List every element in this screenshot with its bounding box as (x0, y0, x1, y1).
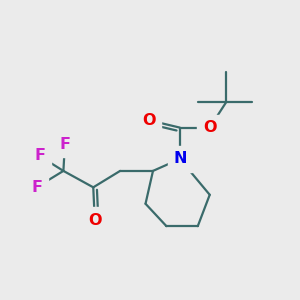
Text: F: F (59, 136, 70, 152)
Text: O: O (88, 213, 101, 228)
Text: O: O (142, 112, 155, 128)
Text: O: O (203, 120, 217, 135)
Text: F: F (31, 180, 42, 195)
Text: F: F (34, 148, 45, 164)
Text: N: N (173, 152, 187, 166)
